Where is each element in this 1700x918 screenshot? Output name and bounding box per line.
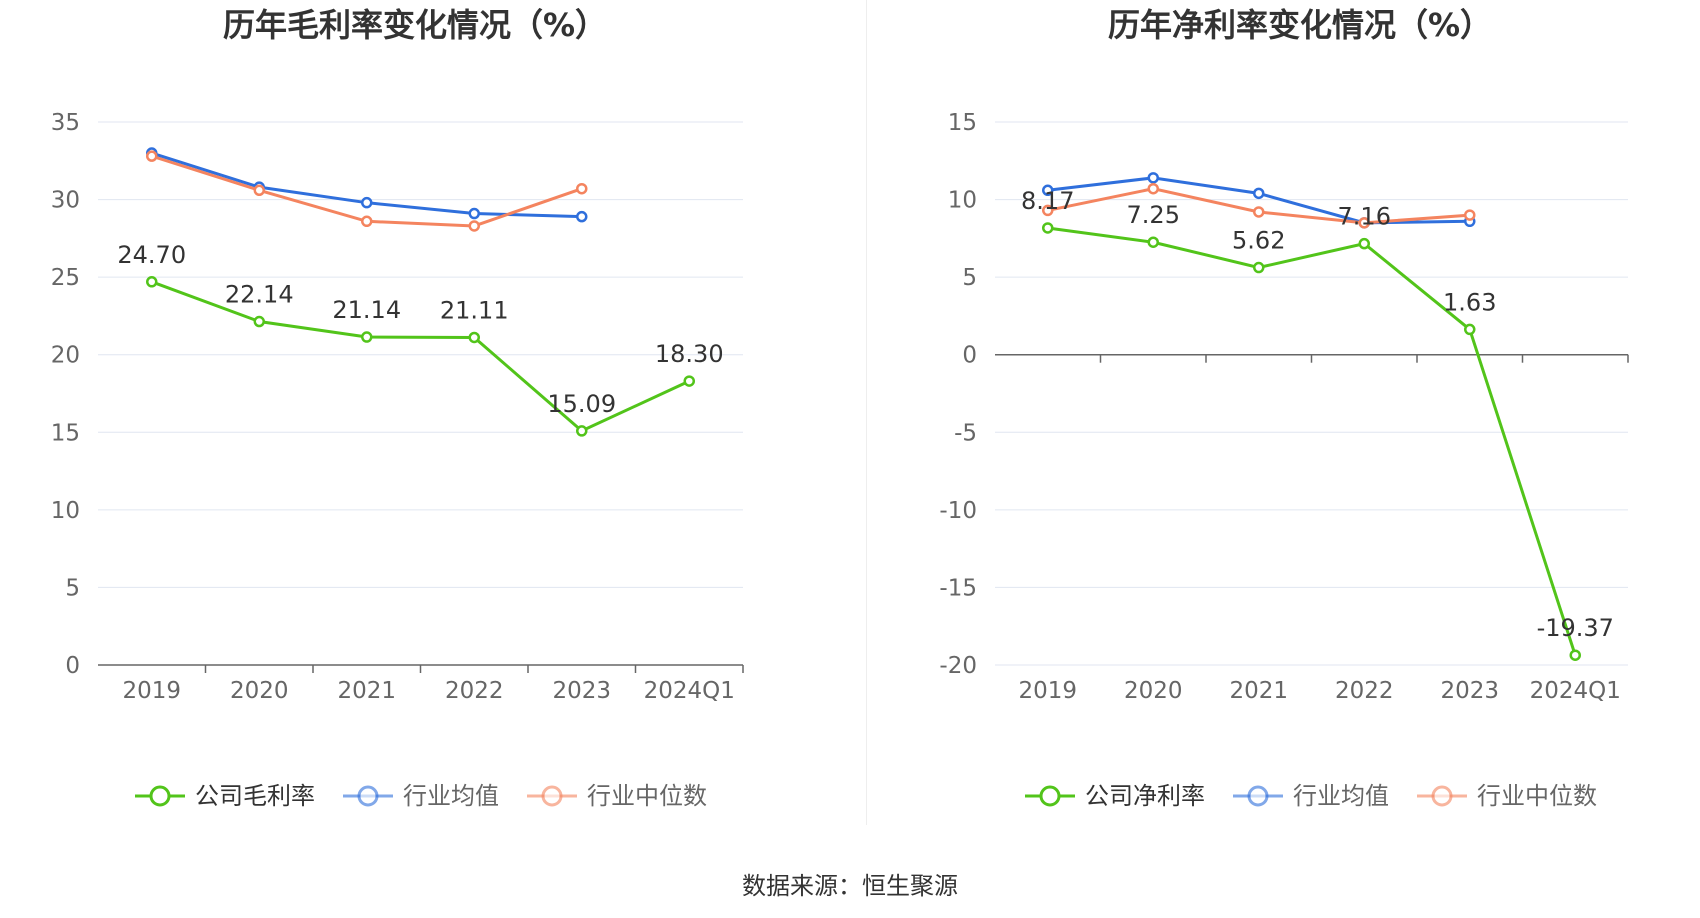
- y-tick-label: 35: [51, 110, 80, 136]
- y-tick-label: 0: [65, 653, 80, 679]
- data-point: [1464, 323, 1476, 336]
- data-point: [361, 215, 373, 228]
- chart-title: 历年毛利率变化情况（%）: [223, 6, 607, 44]
- gross-margin-chart: 历年毛利率变化情况（%） 35 30 25 20 15 10 5 0 2019 2020 2021 20…: [51, 6, 744, 810]
- data-point: [253, 184, 265, 197]
- series-line: [151, 280, 690, 433]
- legend-label: 行业均值: [1293, 782, 1389, 810]
- data-point: [253, 315, 265, 328]
- y-tick-label: 10: [948, 188, 977, 214]
- data-label: -19.37: [1537, 614, 1614, 642]
- y-tick-label: 20: [51, 343, 80, 369]
- data-point: [468, 220, 480, 232]
- data-label: 7.16: [1338, 203, 1391, 231]
- data-point: [361, 331, 373, 343]
- x-tick-label: 2020: [230, 678, 289, 704]
- x-tick-label: 2021: [1229, 678, 1288, 704]
- y-tick-label: 15: [948, 110, 977, 136]
- data-label: 5.62: [1232, 227, 1285, 255]
- data-label: 8.17: [1021, 187, 1074, 215]
- x-tick-label: 2021: [337, 678, 396, 704]
- x-tick-label: 2023: [1440, 678, 1499, 704]
- data-point: [146, 150, 158, 162]
- legend-marker-circle: [357, 785, 379, 807]
- data-point: [1253, 206, 1265, 218]
- data-point: [683, 375, 695, 387]
- legend-marker-circle: [1431, 785, 1453, 807]
- data-point: [1253, 261, 1265, 274]
- legend-marker-circle: [1247, 785, 1269, 807]
- data-point: [1147, 236, 1159, 248]
- data-point: [1042, 204, 1054, 217]
- y-tick-label: 0: [962, 343, 977, 369]
- data-point: [468, 207, 480, 220]
- legend-label: 行业均值: [403, 782, 499, 810]
- data-source-note: 数据来源：恒生聚源: [742, 872, 958, 900]
- x-tick-label: 2022: [1335, 678, 1394, 704]
- legend-label: 行业中位数: [1477, 782, 1597, 810]
- x-tick-label: 2019: [1018, 678, 1077, 704]
- chart-title: 历年净利率变化情况（%）: [1108, 6, 1492, 44]
- data-point: [1042, 184, 1054, 197]
- data-point: [576, 425, 588, 437]
- legend-label: 行业中位数: [587, 782, 707, 810]
- y-tick-label: -15: [939, 575, 977, 601]
- data-point: [1147, 182, 1159, 195]
- legend-label: 公司净利率: [1085, 782, 1205, 810]
- data-label: 15.09: [547, 390, 616, 418]
- data-point: [468, 331, 480, 344]
- data-point: [1358, 237, 1370, 250]
- data-point: [1253, 187, 1265, 200]
- data-label: 21.14: [332, 296, 401, 324]
- y-tick-label: -5: [954, 420, 977, 446]
- data-label: 1.63: [1443, 288, 1496, 316]
- y-tick-label: 5: [962, 265, 977, 291]
- net-margin-chart: 历年净利率变化情况（%） 15 10 5 0 -5 -10 -15 -20 2019 2020 202…: [939, 6, 1629, 810]
- x-tick-label: 2024Q1: [1530, 678, 1621, 704]
- y-tick-label: 30: [51, 188, 80, 214]
- data-label: 7.25: [1127, 201, 1180, 229]
- y-tick-label: -20: [939, 653, 977, 679]
- x-tick-label: 2023: [552, 678, 611, 704]
- data-point: [1358, 217, 1370, 229]
- legend-marker-circle: [541, 785, 563, 807]
- data-label: 24.70: [117, 241, 186, 269]
- data-point: [1569, 649, 1581, 661]
- x-tick-label: 2022: [445, 678, 504, 704]
- data-point: [146, 276, 158, 288]
- data-point: [361, 196, 373, 209]
- x-tick-label: 2020: [1124, 678, 1183, 704]
- data-point: [1464, 209, 1476, 221]
- y-tick-label: 25: [51, 265, 80, 291]
- x-tick-label: 2019: [122, 678, 181, 704]
- panel-divider: [866, 0, 867, 825]
- x-tick-label: 2024Q1: [644, 678, 735, 704]
- data-label: 21.11: [440, 296, 509, 324]
- y-tick-label: -10: [939, 498, 977, 524]
- legend-marker-circle: [149, 785, 171, 807]
- y-tick-label: 5: [65, 575, 80, 601]
- data-point: [576, 210, 588, 223]
- series-line: [1047, 226, 1577, 656]
- legend-label: 公司毛利率: [195, 782, 315, 810]
- y-tick-label: 10: [51, 498, 80, 524]
- data-label: 22.14: [225, 281, 294, 309]
- y-tick-label: 15: [51, 420, 80, 446]
- data-point: [1042, 222, 1054, 234]
- data-label: 18.30: [655, 340, 724, 368]
- data-point: [1147, 172, 1159, 184]
- legend-marker-circle: [1039, 785, 1061, 807]
- data-point: [576, 182, 588, 195]
